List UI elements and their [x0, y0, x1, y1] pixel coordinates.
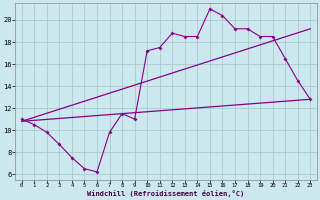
X-axis label: Windchill (Refroidissement éolien,°C): Windchill (Refroidissement éolien,°C)	[87, 190, 244, 197]
